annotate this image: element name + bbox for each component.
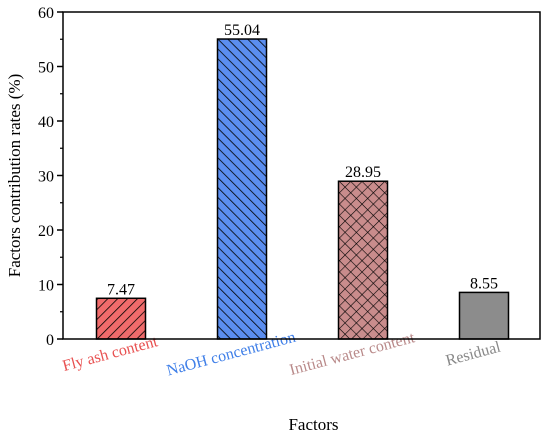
data-label: 55.04 (224, 22, 260, 39)
plot-frame (62, 11, 541, 340)
data-label: 7.47 (107, 281, 135, 298)
category-label-residual: Residual (444, 339, 503, 370)
data-label: 28.95 (345, 164, 381, 181)
y-tick-label: 0 (46, 332, 54, 349)
data-labels-group: 7.47 55.04 28.95 8.55 (107, 22, 498, 298)
y-tick-label: 10 (38, 278, 54, 295)
y-axis-ticks: 0 10 20 30 40 50 60 (38, 5, 63, 349)
data-label: 8.55 (470, 275, 498, 292)
bar-naoh-concentration (216, 38, 268, 340)
bar-initial-water-content (337, 180, 389, 340)
y-tick-label: 30 (38, 169, 54, 186)
y-axis-title: Factors contribution rates (%) (5, 74, 24, 277)
y-tick-label: 40 (38, 114, 54, 131)
bar-fly-ash-content (95, 297, 147, 340)
x-axis-title: Factors (288, 415, 338, 434)
bars-group (95, 38, 510, 340)
bar-residual (458, 291, 510, 340)
y-tick-label: 20 (38, 223, 54, 240)
y-tick-label: 50 (38, 60, 54, 77)
y-tick-label: 60 (38, 5, 54, 22)
